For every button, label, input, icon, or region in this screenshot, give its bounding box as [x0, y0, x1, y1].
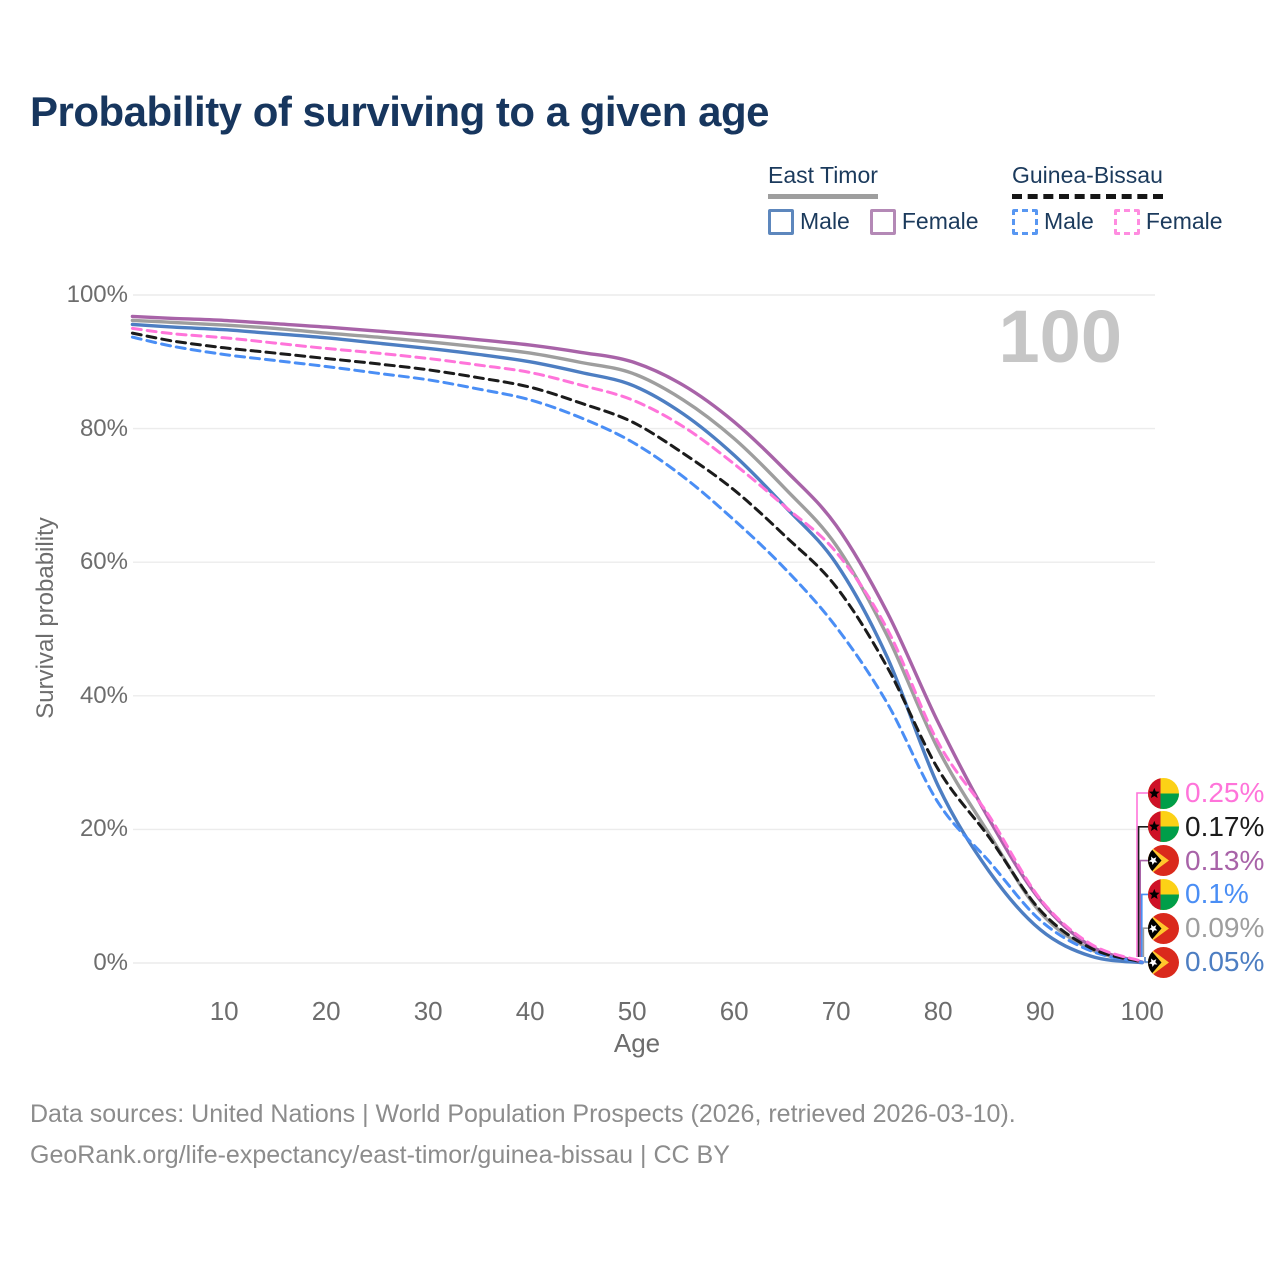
x-tick-label-100: 100: [1120, 996, 1164, 1026]
end-label-et-female: 0.13%: [1148, 844, 1264, 878]
flag-icon-guinea-bissau: [1148, 777, 1179, 809]
legend-group-guinea-bissau: Guinea-Bissau Male Female: [1012, 162, 1243, 235]
footer-attribution: GeoRank.org/life-expectancy/east-timor/g…: [30, 1141, 730, 1169]
x-tick-label-80: 80: [923, 996, 953, 1026]
legend-item-guinea-bissau-female[interactable]: Female: [1113, 208, 1223, 235]
line-et-female: [130, 314, 1144, 964]
leader-line-gb-male: [1141, 893, 1149, 957]
x-tick-label-20: 20: [311, 996, 341, 1026]
page-title: Probability of surviving to a given age: [30, 88, 769, 135]
x-tick-label-40: 40: [515, 996, 545, 1026]
legend-group-title-guinea-bissau: Guinea-Bissau: [1012, 162, 1163, 199]
end-label-value: 0.13%: [1185, 844, 1265, 876]
end-label-et-male: 0.05%: [1148, 945, 1264, 979]
legend-item-label: Female: [1145, 208, 1223, 234]
line-et-all: [130, 318, 1144, 965]
legend-row-east-timor: Male Female: [768, 208, 999, 235]
x-tick-label-30: 30: [413, 996, 443, 1026]
y-tick-label-40: 40%: [79, 681, 128, 709]
flag-icon-guinea-bissau: [1148, 878, 1179, 910]
flag-icon-east-timor: [1148, 912, 1179, 944]
leader-line-gb-female: [1136, 792, 1149, 957]
legend-group-title-east-timor: East Timor: [768, 162, 878, 199]
x-tick-label-10: 10: [209, 996, 239, 1026]
flag-icon-east-timor: [1148, 845, 1179, 877]
legend-group-east-timor: East Timor Male Female: [768, 162, 999, 235]
line-gb-all: [130, 331, 1144, 964]
end-label-value: 0.17%: [1185, 810, 1265, 842]
line-gb-male: [130, 335, 1144, 964]
legend-item-label: Male: [800, 208, 850, 234]
leader-line-et-all: [1142, 927, 1149, 957]
flag-icon-guinea-bissau: [1148, 811, 1179, 843]
leader-line-et-male: [1144, 957, 1149, 963]
end-label-value: 0.09%: [1185, 912, 1265, 944]
legend-item-east-timor-male[interactable]: Male: [768, 208, 850, 235]
legend-row-guinea-bissau: Male Female: [1012, 208, 1243, 235]
east-timor-female-swatch-icon[interactable]: [869, 208, 896, 235]
legend-item-label: Female: [901, 208, 979, 234]
legend-item-guinea-bissau-male[interactable]: Male: [1012, 208, 1094, 235]
legend-item-east-timor-female[interactable]: Female: [869, 208, 979, 235]
end-label-value: 0.25%: [1185, 777, 1265, 808]
x-tick-label-90: 90: [1025, 996, 1055, 1026]
footer-data-sources: Data sources: United Nations | World Pop…: [30, 1100, 1016, 1128]
y-tick-label-60: 60%: [79, 548, 128, 576]
x-axis-title: Age: [613, 1028, 661, 1058]
y-tick-label-100: 100%: [66, 281, 128, 308]
guinea-bissau-female-swatch-icon[interactable]: [1113, 208, 1140, 235]
end-label-gb-all: 0.17%: [1148, 810, 1264, 844]
flag-icon-east-timor: [1148, 946, 1179, 978]
legend-item-label: Male: [1044, 208, 1094, 234]
end-label-et-all: 0.09%: [1148, 911, 1264, 945]
east-timor-male-swatch-icon[interactable]: [768, 208, 794, 235]
y-tick-label-80: 80%: [79, 414, 128, 442]
end-label-gb-male: 0.1%: [1148, 877, 1249, 911]
leader-line-et-female: [1139, 859, 1149, 957]
leader-line-gb-all: [1137, 826, 1149, 957]
x-tick-label-60: 60: [719, 996, 749, 1026]
x-tick-label-70: 70: [821, 996, 851, 1026]
line-et-male: [130, 322, 1144, 965]
x-tick-label-50: 50: [617, 996, 647, 1026]
hover-age-watermark: 100: [998, 295, 1122, 378]
y-tick-label-20: 20%: [79, 815, 128, 843]
end-label-value: 0.1%: [1185, 878, 1249, 910]
y-tick-label-0: 0%: [93, 949, 128, 976]
guinea-bissau-male-swatch-icon[interactable]: [1012, 208, 1038, 235]
end-label-value: 0.05%: [1185, 946, 1265, 977]
end-label-gb-female: 0.25%: [1148, 776, 1264, 810]
line-gb-female: [130, 326, 1144, 963]
